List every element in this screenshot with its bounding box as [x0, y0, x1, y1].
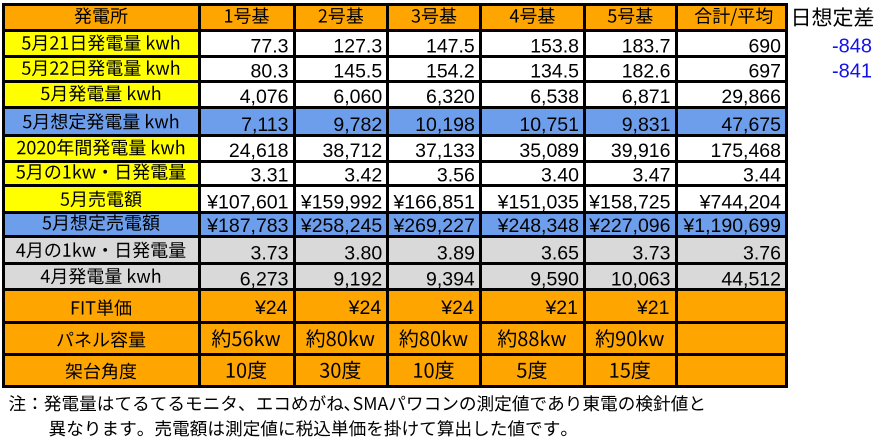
svg-text:9,831: 9,831 — [622, 114, 671, 136]
svg-text:¥744,204: ¥744,204 — [699, 192, 781, 214]
svg-text:¥107,601: ¥107,601 — [206, 192, 288, 214]
svg-text:9,192: 9,192 — [333, 269, 382, 291]
svg-text:697: 697 — [748, 61, 781, 83]
svg-text:-841: -841 — [832, 61, 872, 83]
svg-text:154.2: 154.2 — [426, 61, 475, 83]
svg-text:175,468: 175,468 — [711, 140, 782, 162]
svg-text:29,866: 29,866 — [721, 86, 781, 108]
svg-text:7,113: 7,113 — [241, 114, 288, 136]
svg-text:3.44: 3.44 — [743, 164, 781, 186]
svg-text:77.3: 77.3 — [251, 35, 289, 57]
svg-text:134.5: 134.5 — [530, 61, 579, 83]
svg-text:¥158,725: ¥158,725 — [588, 192, 670, 214]
svg-text:4,076: 4,076 — [240, 86, 289, 108]
svg-text:¥21: ¥21 — [544, 297, 578, 319]
svg-text:¥24: ¥24 — [254, 297, 288, 319]
svg-text:¥269,227: ¥269,227 — [392, 215, 474, 237]
svg-text:80.3: 80.3 — [251, 61, 289, 83]
svg-text:3.42: 3.42 — [344, 164, 382, 186]
svg-text:39,916: 39,916 — [611, 140, 671, 162]
svg-text:10,198: 10,198 — [415, 114, 475, 136]
svg-text:3.40: 3.40 — [541, 164, 579, 186]
svg-text:¥166,851: ¥166,851 — [392, 192, 474, 214]
svg-text:3.73: 3.73 — [633, 243, 671, 265]
svg-text:¥24: ¥24 — [440, 297, 474, 319]
svg-text:¥258,245: ¥258,245 — [300, 215, 382, 237]
svg-text:¥187,783: ¥187,783 — [206, 215, 288, 237]
svg-text:3.65: 3.65 — [541, 243, 579, 265]
svg-text:10,063: 10,063 — [611, 269, 671, 291]
svg-text:3.47: 3.47 — [633, 164, 671, 186]
svg-text:¥248,348: ¥248,348 — [497, 215, 579, 237]
svg-text:37,133: 37,133 — [415, 140, 475, 162]
svg-text:6,273: 6,273 — [240, 269, 289, 291]
svg-text:¥1,190,699: ¥1,190,699 — [682, 215, 781, 237]
svg-text:3.73: 3.73 — [251, 243, 289, 265]
svg-text:¥21: ¥21 — [636, 297, 670, 319]
svg-text:¥24: ¥24 — [348, 297, 382, 319]
svg-text:47,675: 47,675 — [721, 114, 781, 136]
svg-text:3.56: 3.56 — [437, 164, 475, 186]
svg-text:9,394: 9,394 — [426, 269, 475, 291]
svg-text:3.31: 3.31 — [251, 164, 289, 186]
svg-text:44,512: 44,512 — [721, 269, 781, 291]
svg-text:182.6: 182.6 — [622, 61, 671, 83]
svg-text:3.76: 3.76 — [743, 243, 781, 265]
svg-text:3.89: 3.89 — [437, 243, 475, 265]
svg-text:9,590: 9,590 — [530, 269, 579, 291]
svg-text:127.3: 127.3 — [333, 35, 382, 57]
svg-text:¥227,096: ¥227,096 — [588, 215, 670, 237]
svg-text:145.5: 145.5 — [333, 61, 382, 83]
svg-text:690: 690 — [748, 35, 781, 57]
svg-text:3.80: 3.80 — [344, 243, 382, 265]
svg-text:¥151,035: ¥151,035 — [497, 192, 579, 214]
svg-text:24,618: 24,618 — [229, 140, 289, 162]
svg-text:6,871: 6,871 — [622, 86, 671, 108]
svg-text:6,320: 6,320 — [426, 86, 475, 108]
svg-text:35,089: 35,089 — [519, 140, 579, 162]
svg-text:183.7: 183.7 — [622, 35, 671, 57]
svg-text:-848: -848 — [832, 35, 872, 57]
svg-text:6,538: 6,538 — [530, 86, 579, 108]
svg-text:¥159,992: ¥159,992 — [300, 192, 382, 214]
svg-text:38,712: 38,712 — [323, 140, 383, 162]
svg-text:153.8: 153.8 — [530, 35, 579, 57]
svg-text:147.5: 147.5 — [426, 35, 475, 57]
svg-text:10,751: 10,751 — [519, 114, 579, 136]
svg-text:9,782: 9,782 — [333, 114, 382, 136]
svg-text:6,060: 6,060 — [333, 86, 382, 108]
